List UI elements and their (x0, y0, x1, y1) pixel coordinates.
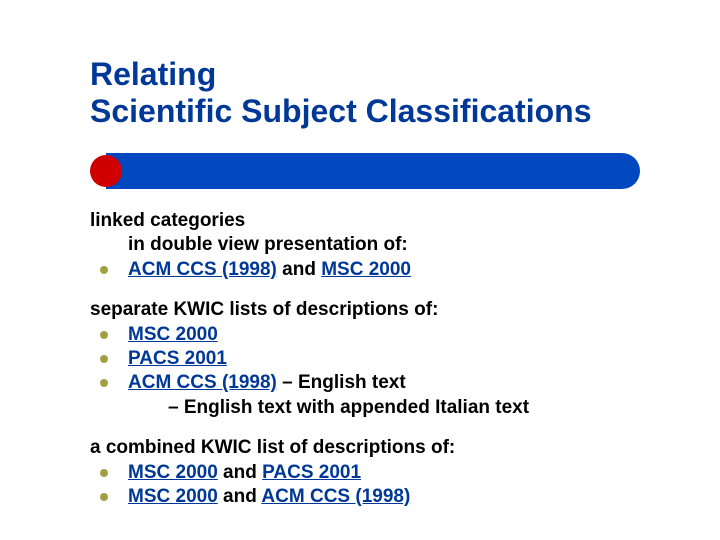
link-text: MSC 2000 (128, 486, 218, 507)
section-lead: a combined KWIC list of descriptions of: (90, 437, 650, 459)
plain-text: and (218, 462, 262, 483)
bullet-text: MSC 2000 (128, 324, 650, 346)
bullet-text: ACM CCS (1998) – English text (128, 372, 650, 394)
bullet-subline: – English text with appended Italian tex… (90, 397, 650, 419)
title-underline (0, 150, 720, 192)
bullet-subtext: – English text with appended Italian tex… (90, 397, 529, 419)
bullet-item: ACM CCS (1998) – English text (90, 372, 650, 394)
indent-line: in double view presentation of: (90, 234, 650, 256)
title-line-2: Scientific Subject Classifications (90, 93, 591, 129)
bullet-icon (100, 331, 108, 339)
bullet-icon (100, 379, 108, 387)
link-text: MSC 2000 (128, 462, 218, 483)
bullet-item: MSC 2000 (90, 324, 650, 346)
bullet-text: PACS 2001 (128, 348, 650, 370)
slide-body: linked categoriesin double view presenta… (90, 210, 650, 526)
link-text: MSC 2000 (128, 324, 218, 345)
link-text: PACS 2001 (262, 462, 361, 483)
link-text: ACM CCS (1998) (128, 372, 277, 393)
plain-text: – English text (277, 372, 406, 393)
plain-text: and (218, 486, 262, 507)
plain-text: and (277, 259, 321, 280)
slide-title: Relating Scientific Subject Classificati… (90, 56, 650, 130)
bullet-icon (100, 266, 108, 274)
link-text: ACM CCS (1998) (261, 486, 410, 507)
section: a combined KWIC list of descriptions of:… (90, 437, 650, 508)
section: separate KWIC lists of descriptions of: M… (90, 299, 650, 419)
bullet-item: MSC 2000 and ACM CCS (1998) (90, 486, 650, 508)
section-lead: linked categories (90, 210, 650, 232)
bullet-item: ACM CCS (1998) and MSC 2000 (90, 259, 650, 281)
bullet-text: MSC 2000 and PACS 2001 (128, 462, 650, 484)
underline-bar (106, 153, 640, 189)
section: linked categoriesin double view presenta… (90, 210, 650, 281)
bullet-icon (100, 493, 108, 501)
slide: { "colors": { "title": "#003898", "bar":… (0, 0, 720, 540)
underline-dot (90, 155, 122, 187)
bullet-item: PACS 2001 (90, 348, 650, 370)
bullet-item: MSC 2000 and PACS 2001 (90, 462, 650, 484)
title-line-1: Relating (90, 56, 216, 92)
link-text: PACS 2001 (128, 348, 227, 369)
bullet-icon (100, 469, 108, 477)
bullet-icon (100, 355, 108, 363)
link-text: ACM CCS (1998) (128, 259, 277, 280)
bullet-text: ACM CCS (1998) and MSC 2000 (128, 259, 650, 281)
section-lead: separate KWIC lists of descriptions of: (90, 299, 650, 321)
bullet-text: MSC 2000 and ACM CCS (1998) (128, 486, 650, 508)
link-text: MSC 2000 (321, 259, 411, 280)
